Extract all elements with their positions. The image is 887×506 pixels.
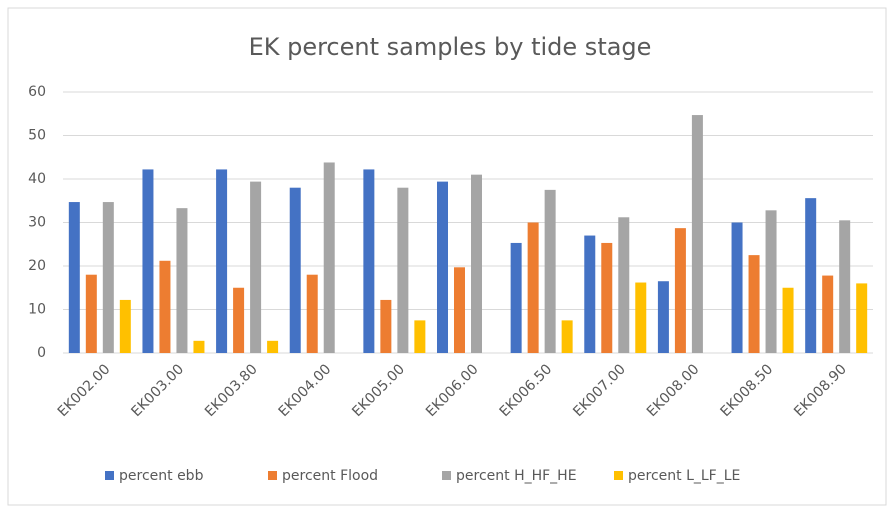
bar: [397, 187, 409, 353]
bar: [635, 282, 647, 353]
bar: [323, 162, 335, 353]
bar: [584, 235, 596, 353]
bar: [216, 169, 228, 353]
y-tick-label: 60: [28, 84, 46, 100]
bar: [822, 275, 834, 353]
legend-swatch: [614, 471, 623, 480]
legend-label: percent Flood: [282, 468, 378, 484]
legend-swatch: [105, 471, 114, 480]
bar: [601, 242, 613, 353]
chart-title: EK percent samples by tide stage: [249, 33, 652, 61]
bar: [856, 283, 868, 353]
bar: [414, 320, 426, 353]
y-tick-label: 0: [37, 345, 46, 361]
bar: [527, 222, 539, 353]
bar: [691, 115, 703, 354]
y-tick-label: 50: [28, 128, 46, 144]
bar: [765, 210, 777, 353]
bar: [102, 202, 114, 353]
bar: [267, 340, 279, 353]
legend-swatch: [268, 471, 277, 480]
bar: [159, 260, 171, 353]
bar: [119, 299, 131, 353]
y-tick-label: 30: [28, 215, 46, 231]
legend-label: percent L_LF_LE: [628, 468, 740, 484]
bar: [142, 169, 154, 353]
bar: [233, 287, 245, 353]
legend-label: percent ebb: [119, 468, 204, 484]
legend-label: percent H_HF_HE: [456, 468, 577, 484]
bar: [544, 189, 556, 353]
bar: [510, 242, 522, 353]
bar: [471, 174, 482, 353]
bar: [306, 274, 318, 353]
bar: [250, 181, 262, 353]
bar: [805, 198, 817, 353]
bar: [68, 202, 80, 353]
bar: [657, 281, 669, 353]
y-tick-label: 10: [28, 302, 46, 318]
bar: [380, 299, 392, 353]
y-tick-label: 40: [28, 171, 46, 187]
bar: [561, 320, 573, 353]
bar: [193, 340, 205, 353]
bar: [839, 220, 851, 353]
bar: [176, 208, 188, 353]
bar: [731, 222, 743, 353]
bar: [363, 169, 375, 353]
bar: [289, 187, 301, 353]
bar: [748, 255, 760, 353]
bar: [437, 181, 448, 353]
bar: [782, 287, 794, 353]
legend-swatch: [442, 471, 451, 480]
bar: [454, 267, 465, 353]
y-tick-label: 20: [28, 258, 46, 274]
bar: [674, 228, 686, 353]
bar: [618, 217, 630, 353]
bar: [85, 274, 97, 353]
